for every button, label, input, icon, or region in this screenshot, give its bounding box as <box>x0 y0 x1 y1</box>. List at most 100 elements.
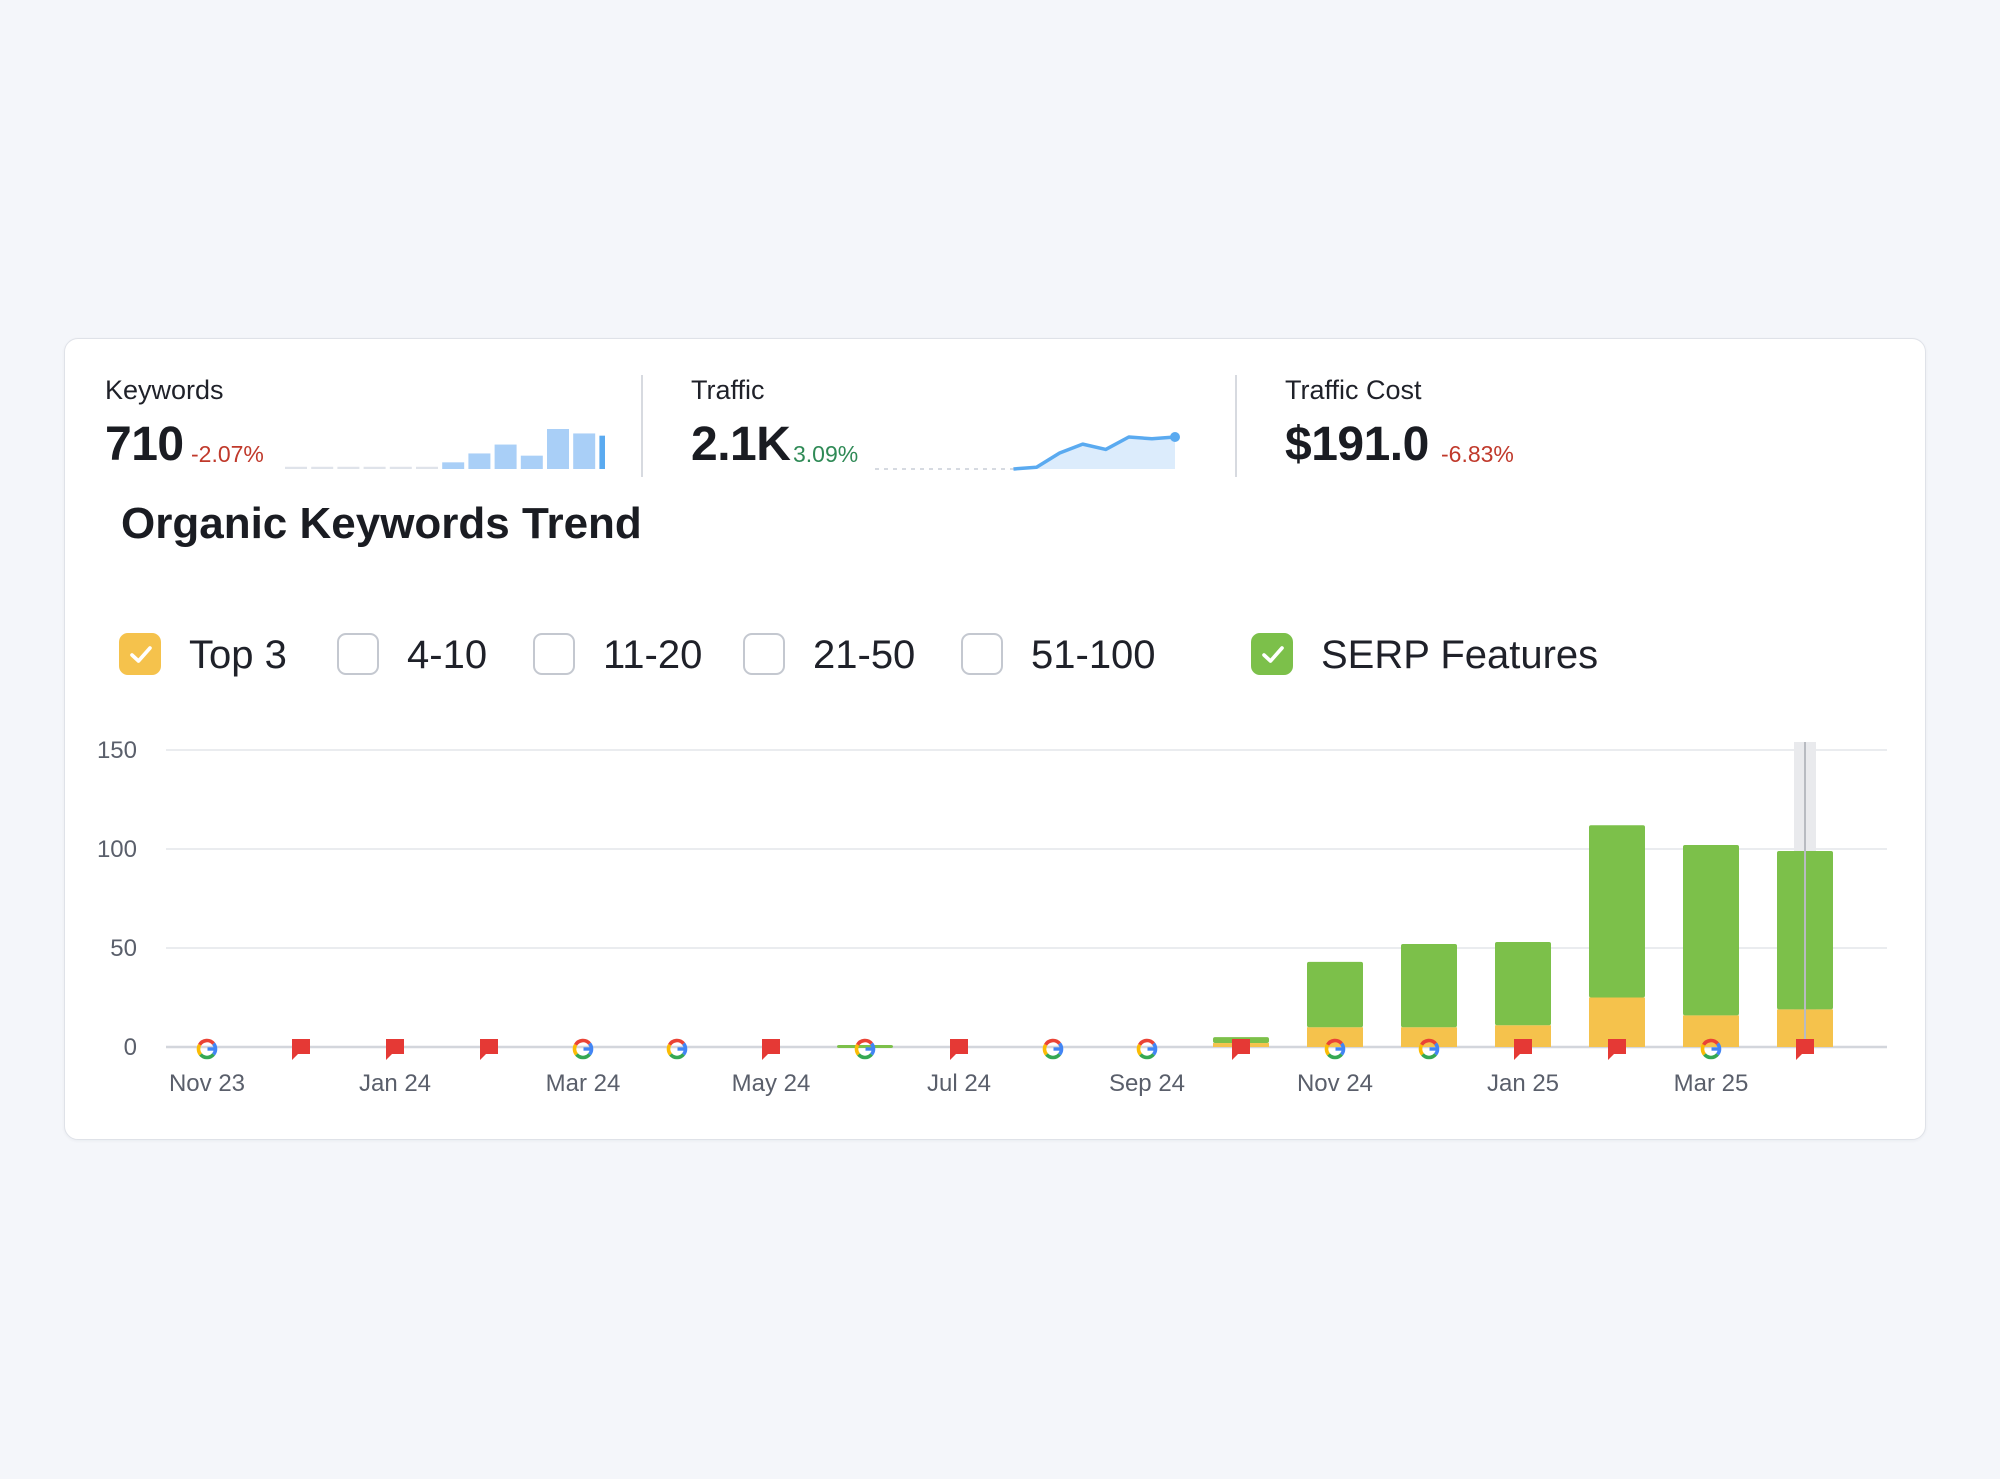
x-tick-label: Nov 24 <box>1297 1070 1373 1097</box>
traffic-metric[interactable]: Traffic 2.1K 3.09% <box>691 375 1211 495</box>
bar-serp-features[interactable] <box>1495 942 1551 1026</box>
sparkline-endpoint <box>1170 432 1180 442</box>
google-update-icon[interactable] <box>1042 1038 1064 1060</box>
keywords-sparkline <box>285 429 605 469</box>
sparkline-bar <box>416 466 438 469</box>
flag-shape <box>1232 1039 1250 1060</box>
x-tick-label: May 24 <box>732 1070 811 1097</box>
bar-serp-features[interactable] <box>1401 944 1457 1028</box>
google-arc <box>1702 1038 1719 1046</box>
google-arc <box>857 1053 873 1060</box>
sparkline-bar <box>363 466 386 469</box>
sparkline-line <box>1013 435 1176 471</box>
legend-label: 21-50 <box>813 633 916 677</box>
legend-4-10-checkbox[interactable]: 4-10 <box>337 631 507 681</box>
bar-top3[interactable] <box>1401 1027 1457 1047</box>
checkbox-checked[interactable] <box>1251 633 1293 675</box>
bar-serp-features[interactable] <box>837 1045 893 1049</box>
keywords-value: 710 <box>105 418 184 471</box>
flag-shape <box>386 1039 404 1060</box>
note-flag-icon[interactable] <box>950 1039 968 1060</box>
keywords-delta: -2.07% <box>191 441 264 467</box>
legend-11-20-checkbox[interactable]: 11-20 <box>533 631 713 681</box>
google-arc <box>572 1043 578 1056</box>
chart-title: Organic Keywords Trend <box>121 499 642 548</box>
sparkline-bar <box>520 455 543 469</box>
keywords-metric[interactable]: Keywords 710 -2.07% <box>105 375 625 495</box>
google-update-icon[interactable] <box>1324 1038 1346 1060</box>
sparkline-bar <box>494 444 517 469</box>
google-update-icon[interactable] <box>854 1038 876 1060</box>
google-arc <box>1700 1043 1706 1056</box>
organic-overview-card: Keywords 710 -2.07% Traffic 2.1K 3.09% T… <box>64 338 1926 1140</box>
checkbox-unchecked[interactable] <box>533 633 575 675</box>
google-update-icon[interactable] <box>196 1038 218 1060</box>
note-flag-icon[interactable] <box>1514 1039 1532 1060</box>
note-flag-icon[interactable] <box>762 1039 780 1060</box>
checkbox-unchecked[interactable] <box>743 633 785 675</box>
legend-serp-features-checkbox[interactable]: SERP Features <box>1251 631 1611 681</box>
legend-label: SERP Features <box>1321 633 1599 677</box>
flag-shape <box>950 1039 968 1060</box>
organic-keywords-chart[interactable]: 0 50 100 150 Nov 23 Jan 24 Mar 24 May 24 Jul 24 S… <box>65 709 1925 1129</box>
bar-serp-features[interactable] <box>1589 825 1645 998</box>
legend-top3-checkbox[interactable]: Top 3 <box>119 631 319 681</box>
bar-top3[interactable] <box>1495 1025 1551 1047</box>
checkmark-icon <box>1262 646 1284 663</box>
sparkline-bar <box>573 433 596 469</box>
google-arc <box>1420 1038 1437 1046</box>
traffic-sparkline <box>875 432 1180 471</box>
note-flag-icon[interactable] <box>480 1039 498 1060</box>
google-update-icon[interactable] <box>1700 1038 1722 1060</box>
google-arc <box>854 1043 860 1056</box>
keywords-label: Keywords <box>105 375 224 405</box>
flag-shape <box>1608 1039 1626 1060</box>
y-tick-label: 0 <box>124 1034 137 1061</box>
google-arc <box>856 1038 873 1046</box>
google-update-icon[interactable] <box>1136 1038 1158 1060</box>
google-arc <box>199 1053 215 1060</box>
sparkline-area <box>1013 437 1175 469</box>
x-tick-label: Nov 23 <box>169 1070 245 1097</box>
x-tick-label: Mar 24 <box>546 1070 621 1097</box>
traffic-cost-delta: -6.83% <box>1441 441 1514 467</box>
note-flag-icon[interactable] <box>1796 1039 1814 1060</box>
google-arc <box>1136 1043 1142 1056</box>
bar-serp-features[interactable] <box>1307 961 1363 1028</box>
legend-label: 4-10 <box>407 633 488 677</box>
note-flag-icon[interactable] <box>1232 1039 1250 1060</box>
legend-51-100-checkbox[interactable]: 51-100 <box>961 631 1171 681</box>
note-flag-icon[interactable] <box>292 1039 310 1060</box>
google-arc <box>574 1038 591 1046</box>
note-flag-icon[interactable] <box>1608 1039 1626 1060</box>
sparkline-bar <box>285 466 307 469</box>
legend-21-50-checkbox[interactable]: 21-50 <box>743 631 933 681</box>
traffic-cost-metric[interactable]: Traffic Cost $191.0 -6.83% <box>1285 375 1705 495</box>
google-update-icon[interactable] <box>572 1038 594 1060</box>
google-arc <box>1327 1053 1343 1060</box>
checkbox-unchecked[interactable] <box>961 633 1003 675</box>
x-tick-label: Sep 24 <box>1109 1070 1185 1097</box>
checkbox-checked[interactable] <box>119 633 161 675</box>
note-flag-icon[interactable] <box>386 1039 404 1060</box>
y-tick-label: 50 <box>110 935 137 962</box>
sparkline-bar <box>337 466 360 469</box>
bar-top3[interactable] <box>1589 997 1645 1048</box>
x-tick-label: Mar 25 <box>1674 1070 1749 1097</box>
sparkline-bar <box>599 435 605 469</box>
google-update-icon[interactable] <box>1418 1038 1440 1060</box>
google-arc <box>1044 1038 1061 1046</box>
traffic-value: 2.1K <box>691 418 791 471</box>
traffic-cost-label: Traffic Cost <box>1285 375 1422 405</box>
sparkline-bar <box>311 466 334 469</box>
checkbox-unchecked[interactable] <box>337 633 379 675</box>
legend-label: Top 3 <box>189 633 287 677</box>
traffic-delta: 3.09% <box>793 441 859 467</box>
google-arc <box>198 1038 215 1046</box>
google-update-icon[interactable] <box>666 1038 688 1060</box>
bar-top3[interactable] <box>1307 1027 1363 1047</box>
x-tick-label: Jan 25 <box>1487 1070 1559 1097</box>
flag-shape <box>1796 1039 1814 1060</box>
flag-shape <box>762 1039 780 1060</box>
bar-serp-features[interactable] <box>1683 845 1739 1016</box>
